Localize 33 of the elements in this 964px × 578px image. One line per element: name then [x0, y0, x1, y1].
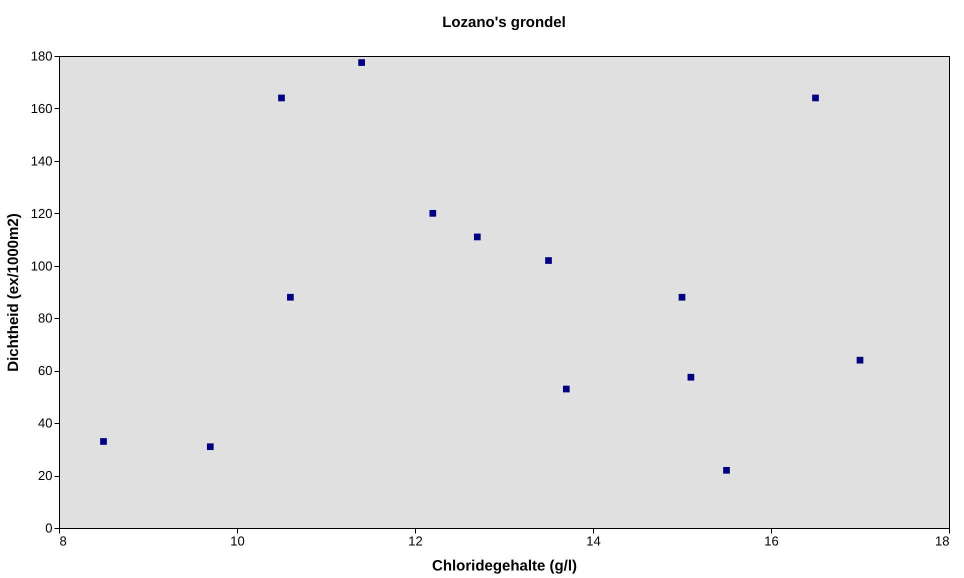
point: [278, 94, 285, 102]
point: [678, 294, 686, 301]
point: [206, 443, 214, 450]
y-tick-label: 180: [30, 48, 52, 64]
y-tick-label: 40: [38, 416, 52, 431]
y-axis-title: Dichtheid (ex/1000m2): [4, 213, 22, 372]
point: [287, 294, 294, 301]
point: [688, 374, 694, 381]
x-axis-title: Chloridegehalte (g/l): [432, 558, 578, 574]
y-tick-label: 60: [38, 363, 52, 378]
point: [100, 438, 107, 445]
x-tick-label: 10: [230, 534, 245, 548]
x-tick-label: 14: [586, 534, 601, 548]
point: [562, 386, 570, 392]
point: [723, 466, 730, 474]
x-tick-label: 8: [60, 534, 67, 548]
point: [812, 94, 819, 102]
y-tick-label: 80: [38, 310, 52, 326]
point: [545, 257, 552, 264]
y-tick-label: 100: [30, 258, 52, 274]
point: [474, 234, 481, 240]
x-tick-label: 16: [764, 534, 779, 548]
y-tick-label: 160: [30, 100, 52, 116]
y-tick-label: 0: [45, 520, 52, 536]
y-tick-label: 20: [38, 468, 52, 484]
point: [429, 210, 436, 217]
y-tick-label: 140: [30, 153, 52, 168]
x-tick-label: 18: [935, 534, 950, 548]
chart-title: Lozano's grondel: [442, 14, 566, 31]
y-tick-label: 120: [30, 206, 52, 221]
point: [856, 356, 864, 364]
x-tick-label: 12: [408, 534, 423, 548]
point: [358, 59, 365, 66]
